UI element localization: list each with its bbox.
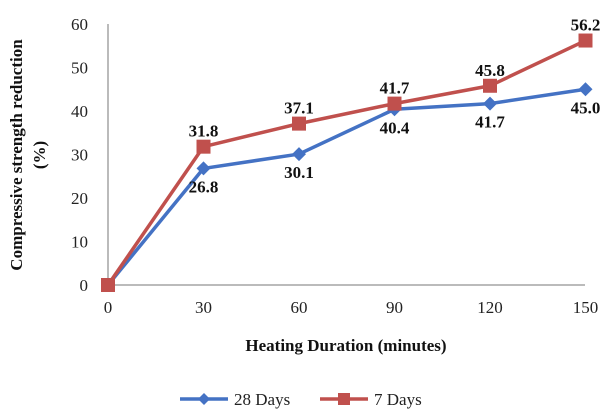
marker-7-days-2 <box>292 116 306 131</box>
data-label-28-days: 30.1 <box>284 163 314 182</box>
y-tick-label: 10 <box>71 233 88 252</box>
marker-7-days-0 <box>101 278 115 292</box>
legend-label: 28 Days <box>234 390 290 409</box>
line-28-days <box>106 87 586 287</box>
data-label-7-days: 56.2 <box>571 16 601 35</box>
legend-entry-28-days: 28 Days <box>180 390 290 409</box>
marker-7-days-4 <box>483 78 497 93</box>
x-tick-label: 120 <box>477 298 503 317</box>
x-tick-label: 0 <box>104 298 113 317</box>
y-tick-label: 50 <box>71 59 88 78</box>
legend-marker-square <box>338 393 350 405</box>
y-tick-labels: 0 10 20 30 40 50 60 <box>71 15 88 295</box>
y-axis-title-line: Compressive strength reduction <box>7 39 26 271</box>
y-tick-label: 0 <box>80 276 89 295</box>
x-tick-labels: 0 30 60 90 120 150 <box>104 298 599 317</box>
x-axis-title: Heating Duration (minutes) <box>245 336 446 355</box>
marker-7-days-1 <box>196 139 211 154</box>
data-labels: 31.8 37.1 41.7 45.8 56.2 26.8 30.1 40.4 41.7 45.0 <box>189 16 601 197</box>
legend: 28 Days 7 Days <box>180 390 422 409</box>
marker-7-days-5 <box>578 33 593 48</box>
marker-28-days-2 <box>292 147 306 162</box>
legend-marker-diamond <box>198 393 210 405</box>
axes <box>107 24 585 286</box>
y-axis-title-line: (%) <box>30 141 49 169</box>
data-label-7-days: 31.8 <box>189 122 219 141</box>
data-label-28-days: 41.7 <box>475 113 505 132</box>
series-layer <box>101 33 593 292</box>
data-label-7-days: 37.1 <box>284 99 314 118</box>
y-tick-label: 40 <box>71 102 88 121</box>
data-label-28-days: 40.4 <box>380 118 410 137</box>
x-tick-label: 150 <box>573 298 599 317</box>
y-tick-label: 30 <box>71 146 88 165</box>
data-label-28-days: 45.0 <box>571 98 601 117</box>
legend-entry-7-days: 7 Days <box>320 390 422 409</box>
data-label-7-days: 41.7 <box>380 79 410 98</box>
x-tick-label: 60 <box>291 298 308 317</box>
line-7-days <box>106 38 587 286</box>
data-label-7-days: 45.8 <box>475 61 505 80</box>
marker-7-days-3 <box>387 96 402 111</box>
marker-28-days-5 <box>578 82 593 97</box>
marker-28-days-1 <box>196 161 211 176</box>
y-axis-title: Compressive strength reduction (%) <box>7 39 49 271</box>
data-label-28-days: 26.8 <box>189 177 219 196</box>
marker-28-days-4 <box>483 96 497 111</box>
legend-label: 7 Days <box>374 390 422 409</box>
x-tick-label: 30 <box>195 298 212 317</box>
series-7-days <box>101 33 593 292</box>
x-tick-label: 90 <box>386 298 403 317</box>
y-tick-label: 60 <box>71 15 88 34</box>
y-tick-label: 20 <box>71 189 88 208</box>
